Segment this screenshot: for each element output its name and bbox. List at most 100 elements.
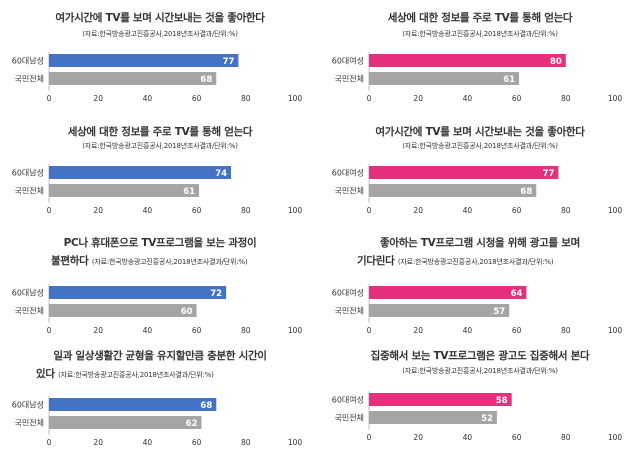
chart-source: (자료:한국방송광고진흥공사,2018년조사결과/단위:%) — [402, 30, 558, 38]
chart-panel-men-leisure-tv: 여가시간에 TV를 보며 시간보내는 것을 좋아한다 (자료:한국방송광고진흥공… — [0, 0, 320, 113]
x-tick-label: 0 — [367, 94, 372, 103]
data-label: 61 — [183, 187, 195, 197]
data-label: 62 — [186, 419, 198, 429]
x-tick-label: 100 — [288, 438, 303, 447]
bar-chart: 60대남성 77 국민전체 68 0 20 40 60 80 100 — [12, 52, 302, 103]
x-tick-label: 20 — [93, 94, 103, 103]
x-tick-label: 60 — [192, 326, 202, 335]
chart-title-continued: 있다 — [36, 368, 55, 380]
data-label: 64 — [511, 289, 523, 299]
bar — [49, 286, 227, 299]
data-label: 72 — [210, 289, 222, 299]
bar — [49, 184, 200, 197]
x-tick-label: 60 — [192, 206, 202, 215]
x-tick-label: 60 — [512, 206, 522, 215]
data-label: 61 — [503, 75, 515, 85]
x-tick-label: 80 — [561, 433, 571, 442]
bar-chart: 60대여성 58 국민전체 52 0 20 40 60 80 100 — [332, 391, 622, 442]
bar — [369, 286, 527, 299]
chart-title-line2: 기다린다 (자료:한국방송광고진흥공사,2018년조사결과/단위:%) — [357, 253, 640, 268]
bar-chart: 60대여성 80 국민전체 61 0 20 40 60 80 100 — [332, 52, 623, 103]
data-label: 68 — [200, 75, 212, 85]
chart-title: 여가시간에 TV를 보며 시간보내는 것을 좋아한다 — [55, 12, 265, 24]
chart-source: (자료:한국방송광고진흥공사,2018년조사결과/단위:%) — [397, 258, 554, 266]
x-tick-label: 100 — [608, 206, 623, 215]
category-label: 국민전체 — [335, 413, 364, 423]
x-tick-label: 60 — [512, 326, 522, 335]
data-label: 68 — [520, 187, 532, 197]
chart-panel-women-info-tv: 세상에 대한 정보를 주로 TV를 통해 얻는다 (자료:한국방송광고진흥공사,… — [320, 0, 640, 113]
data-label: 58 — [496, 396, 508, 406]
chart-panel-men-pc-mobile: PC나 휴대폰으로 TV프로그램을 보는 과정이 불편하다 (자료:한국방송광고… — [0, 226, 320, 339]
data-label: 68 — [200, 401, 212, 411]
chart-title-continued: 불편하다 — [51, 255, 89, 267]
chart-title: 세상에 대한 정보를 주로 TV를 통해 얻는다 — [67, 126, 253, 138]
x-tick-label: 0 — [47, 438, 52, 447]
bar-chart: 60대남성 68 국민전체 62 0 20 40 60 80 100 — [12, 396, 303, 447]
x-tick-label: 60 — [512, 433, 522, 442]
x-tick-label: 60 — [512, 94, 522, 103]
x-tick-label: 0 — [47, 94, 52, 103]
x-tick-label: 100 — [288, 206, 303, 215]
x-tick-label: 80 — [561, 326, 571, 335]
bar-chart: 60대남성 74 국민전체 61 0 20 40 60 80 100 — [12, 164, 303, 215]
x-tick-label: 20 — [93, 326, 103, 335]
x-tick-label: 80 — [241, 438, 251, 447]
chart-panel-men-work-life: 일과 일상생활간 균형을 유지할만큼 충분한 시간이 있다 (자료:한국방송광고… — [0, 339, 320, 452]
x-tick-label: 100 — [608, 94, 623, 103]
x-tick-label: 40 — [463, 433, 473, 442]
chart-title: 좋아하는 TV프로그램 시청을 위해 광고를 보며 — [380, 237, 580, 249]
chart-source: (자료:한국방송광고진흥공사,2018년조사결과/단위:%) — [402, 367, 558, 375]
category-label: 60대여성 — [332, 288, 364, 298]
chart-title: PC나 휴대폰으로 TV프로그램을 보는 과정이 — [63, 237, 257, 249]
category-label: 국민전체 — [15, 186, 44, 196]
category-label: 60대여성 — [332, 168, 364, 178]
category-label: 국민전체 — [335, 306, 364, 316]
x-tick-label: 0 — [367, 326, 372, 335]
chart-source: (자료:한국방송광고진흥공사,2018년조사결과/단위:%) — [82, 30, 238, 38]
x-tick-label: 40 — [143, 438, 153, 447]
x-tick-label: 100 — [608, 326, 623, 335]
x-tick-label: 80 — [241, 94, 251, 103]
x-tick-label: 80 — [241, 206, 251, 215]
x-tick-label: 40 — [143, 94, 153, 103]
bar — [369, 411, 497, 424]
data-label: 77 — [223, 57, 235, 67]
chart-title: 세상에 대한 정보를 주로 TV를 통해 얻는다 — [387, 12, 573, 24]
x-tick-label: 60 — [192, 94, 202, 103]
x-tick-label: 20 — [413, 206, 423, 215]
x-tick-label: 100 — [288, 326, 303, 335]
bar — [49, 72, 217, 85]
category-label: 60대남성 — [12, 289, 44, 298]
category-label: 국민전체 — [335, 74, 364, 84]
data-label: 77 — [543, 169, 555, 179]
x-tick-label: 80 — [561, 206, 571, 215]
data-label: 57 — [493, 307, 505, 317]
data-label: 60 — [181, 307, 193, 317]
category-label: 국민전체 — [15, 418, 44, 428]
bar — [369, 72, 520, 85]
chart-title-continued: 기다린다 — [357, 255, 395, 267]
data-label: 80 — [550, 57, 562, 67]
chart-source: (자료:한국방송광고진흥공사,2018년조사결과/단위:%) — [58, 371, 214, 379]
x-tick-label: 20 — [93, 206, 103, 215]
bar-chart: 60대남성 72 국민전체 60 0 20 40 60 80 100 — [12, 284, 303, 335]
chart-source: (자료:한국방송광고진흥공사,2018년조사결과/단위:%) — [82, 142, 238, 150]
x-tick-label: 40 — [463, 326, 473, 335]
x-tick-label: 40 — [143, 206, 153, 215]
category-label: 국민전체 — [15, 306, 44, 316]
bar — [49, 304, 197, 317]
x-tick-label: 0 — [47, 206, 52, 215]
bar — [369, 166, 559, 179]
category-label: 60대남성 — [12, 57, 44, 66]
category-label: 60대여성 — [332, 395, 364, 405]
bar-chart: 60대여성 64 국민전체 57 0 20 40 60 80 100 — [332, 284, 623, 335]
x-tick-label: 20 — [413, 326, 423, 335]
chart-panel-men-info-tv: 세상에 대한 정보를 주로 TV를 통해 얻는다 (자료:한국방송광고진흥공사,… — [0, 113, 320, 226]
bar — [49, 166, 232, 179]
x-tick-label: 60 — [192, 438, 202, 447]
chart-panel-women-leisure-tv: 여가시간에 TV를 보며 시간보내는 것을 좋아한다 (자료:한국방송광고진흥공… — [320, 113, 640, 226]
x-tick-label: 40 — [143, 326, 153, 335]
category-label: 60대남성 — [12, 401, 44, 410]
